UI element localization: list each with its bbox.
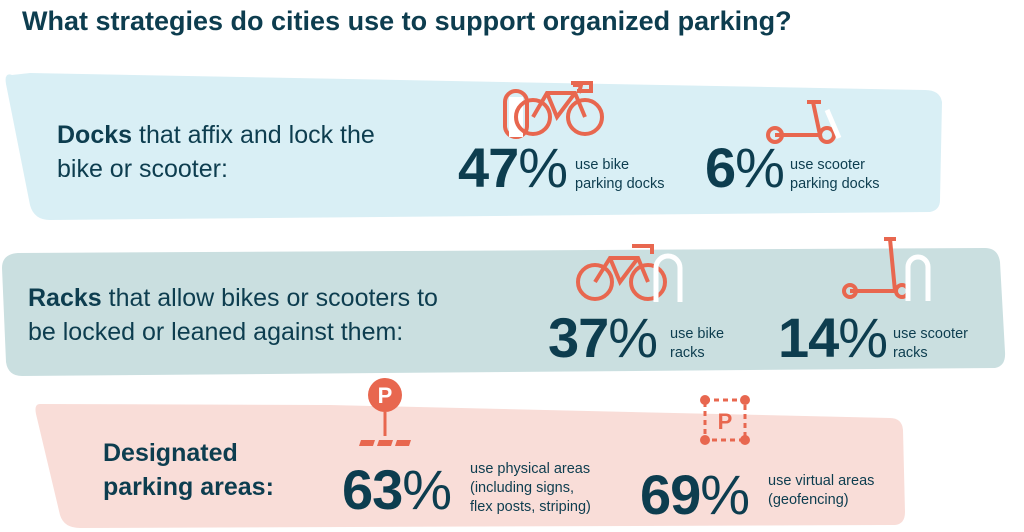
bike-dock-icon xyxy=(503,81,604,139)
stat-scooter-racks-label: use scooter racks xyxy=(893,326,968,361)
stat-physical-areas-value: 63% xyxy=(342,458,452,521)
racks-text-1: that allow bikes or scooters to xyxy=(101,284,438,312)
stat-bike-docks-value: 47% xyxy=(458,136,568,199)
stat-physical-areas-label: use physical areas (including signs, flex … xyxy=(470,461,591,515)
scooter-dock-icon xyxy=(766,100,842,144)
stat-scooter-docks-value: 6% xyxy=(705,136,785,199)
stat-virtual-areas-label: use virtual areas (geofencing) xyxy=(768,473,875,508)
bike-rack-icon xyxy=(576,244,683,302)
svg-text:P: P xyxy=(718,409,733,434)
areas-text-1: Designated xyxy=(103,439,238,467)
stat-bike-racks-value: 37% xyxy=(548,306,658,369)
stat-bike-racks-label: use bike racks xyxy=(670,326,725,361)
areas-text-2: parking areas: xyxy=(103,473,274,501)
page-title: What strategies do cities use to support… xyxy=(22,6,792,36)
areas-panel xyxy=(35,404,905,528)
stat-scooter-docks-label: use scooter parking docks xyxy=(790,157,880,192)
racks-text-2: be locked or leaned against them: xyxy=(28,318,404,346)
docks-bold: Docks xyxy=(57,121,133,149)
stat-virtual-areas-value: 69% xyxy=(640,463,750,526)
areas-heading: Designated parking areas: xyxy=(103,436,274,504)
racks-heading: Racks that allow bikes or scooters to be… xyxy=(28,281,438,349)
docks-text-1: that affix and lock the xyxy=(132,121,375,149)
racks-bold: Racks xyxy=(28,284,102,312)
svg-text:P: P xyxy=(378,383,393,408)
stat-bike-docks-label: use bike parking docks xyxy=(575,157,665,192)
docks-panel xyxy=(5,73,943,220)
geofence-parking-icon: P xyxy=(700,395,750,445)
parking-pin-icon: P xyxy=(359,378,411,446)
scooter-rack-icon xyxy=(842,237,931,301)
docks-heading: Docks that affix and lock the bike or sc… xyxy=(57,118,375,186)
docks-text-2: bike or scooter: xyxy=(57,155,228,183)
racks-panel xyxy=(2,248,1006,376)
stat-scooter-racks-value: 14% xyxy=(778,306,888,369)
